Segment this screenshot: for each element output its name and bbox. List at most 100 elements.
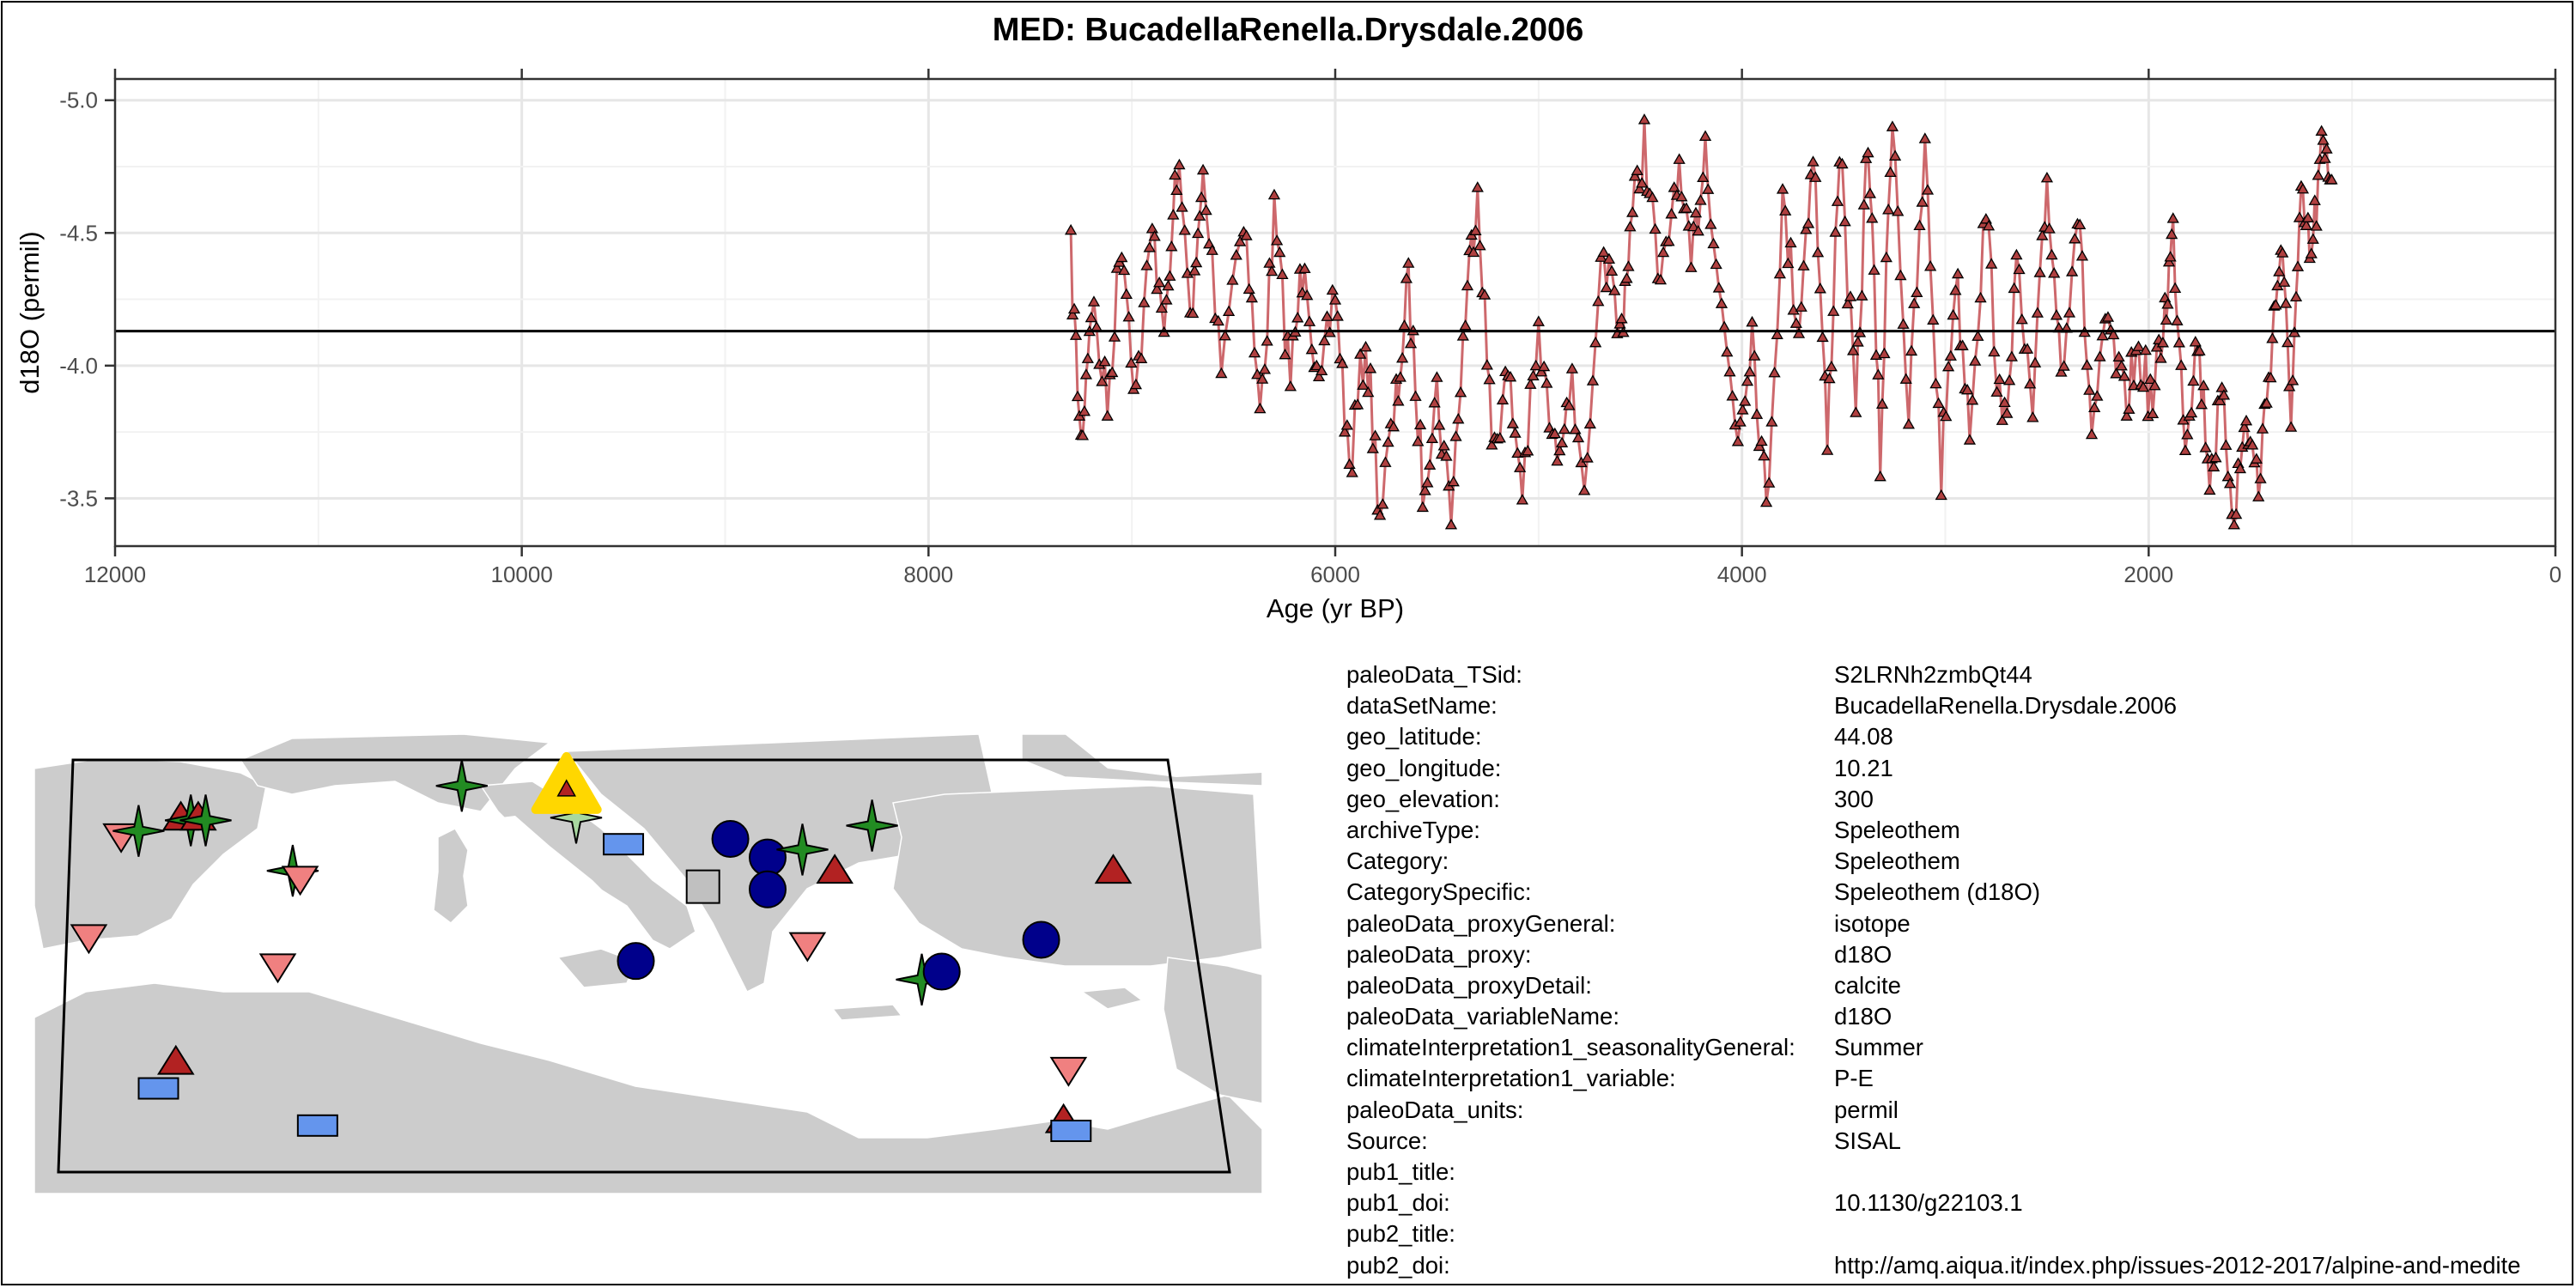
- data-point: [1188, 264, 1201, 276]
- data-point: [1151, 283, 1163, 295]
- data-point: [1969, 355, 1982, 366]
- site-map: [34, 734, 1263, 1194]
- data-point: [1856, 289, 1868, 301]
- data-point: [1882, 204, 1895, 215]
- data-point: [1248, 346, 1261, 358]
- data-point: [1654, 273, 1668, 285]
- data-point: [1872, 368, 1885, 380]
- data-point: [1633, 182, 1646, 194]
- data-point: [1284, 380, 1297, 392]
- data-point: [1821, 444, 1834, 455]
- data-point: [1956, 339, 1969, 350]
- data-point: [1869, 349, 1883, 360]
- data-point: [1071, 390, 1084, 402]
- metadata-row: dataSetName: BucadellaRenella.Drysdale.20…: [1346, 690, 2576, 721]
- data-point: [1825, 360, 1838, 372]
- data-point: [1254, 402, 1267, 414]
- data-point: [1748, 349, 1761, 361]
- metadata-key: paleoData_variableName:: [1346, 1003, 1619, 1030]
- data-point: [2276, 246, 2289, 258]
- data-point: [1511, 447, 1524, 459]
- data-point: [1731, 435, 1745, 447]
- data-point: [1404, 337, 1418, 349]
- data-point: [1258, 363, 1272, 374]
- data-point: [2036, 229, 2049, 240]
- data-point: [1402, 257, 1415, 268]
- data-point: [1886, 120, 1899, 131]
- data-point: [1721, 345, 1734, 357]
- data-point: [1266, 264, 1279, 276]
- data-point: [1215, 367, 1228, 379]
- metadata-row: geo_latitude: 44.08: [1346, 721, 2576, 752]
- metadata-value: calcite: [1834, 971, 1901, 999]
- data-point: [2306, 233, 2319, 244]
- data-point: [1801, 217, 1815, 228]
- data-point: [1941, 360, 1955, 372]
- data-point: [1850, 406, 1862, 417]
- data-point: [1366, 442, 1379, 453]
- metadata-row: archiveType: Speleothem: [1346, 815, 2576, 846]
- data-point: [1605, 264, 1619, 276]
- data-point: [1452, 412, 1465, 424]
- data-point: [2195, 398, 2208, 410]
- data-point: [1421, 477, 1434, 488]
- data-point: [1279, 348, 1291, 360]
- data-point: [1178, 224, 1191, 235]
- data-point: [1416, 501, 1429, 513]
- data-point: [1160, 294, 1173, 305]
- data-point: [2063, 307, 2076, 318]
- metadata-table: paleoData_TSid: S2LRNh2zmbQt44 dataSetName…: [1346, 659, 2576, 1281]
- data-point: [2260, 397, 2273, 408]
- data-point: [1615, 313, 1628, 324]
- axes: 12000 10000 8000 6000 4000 2000 0 -5.0 -4.5 -4.0 -…: [59, 69, 2561, 587]
- data-point: [1553, 444, 1566, 456]
- data-point: [2057, 360, 2070, 371]
- data-point: [1101, 410, 1114, 421]
- data-point: [1478, 289, 1492, 300]
- data-point: [1176, 201, 1188, 212]
- data-point: [1173, 158, 1186, 170]
- data-point: [1212, 314, 1224, 326]
- data-point: [1192, 227, 1205, 239]
- data-point: [1743, 365, 1756, 377]
- data-point: [1338, 426, 1352, 437]
- data-point: [1811, 246, 1825, 258]
- data-point: [1558, 422, 1571, 434]
- data-point: [1851, 336, 1864, 347]
- data-point: [1894, 269, 1907, 281]
- data-point: [2305, 247, 2318, 258]
- data-point: [2043, 222, 2056, 234]
- data-point: [1069, 329, 1083, 340]
- data-point: [2132, 340, 2145, 351]
- data-point: [1918, 132, 1931, 143]
- data-point: [1592, 295, 1605, 307]
- data-point: [2085, 428, 2099, 440]
- data-point: [1165, 240, 1178, 252]
- data-point: [2325, 173, 2338, 185]
- metadata-key: pub1_title:: [1346, 1158, 1455, 1185]
- y-tick-label: -4.0: [59, 353, 98, 379]
- metadata-value: 10.21: [1834, 754, 1893, 781]
- data-point: [1346, 466, 1358, 477]
- data-point: [1369, 429, 1382, 440]
- data-point: [1194, 191, 1208, 203]
- data-point: [1098, 355, 1111, 367]
- data-point: [2033, 266, 2046, 277]
- region-boundary: [57, 758, 1231, 1174]
- site-marker-circle: [749, 870, 787, 908]
- data-point: [2230, 507, 2243, 519]
- metadata-key: paleoData_proxyGeneral:: [1346, 909, 1616, 937]
- data-point: [1589, 336, 1602, 348]
- data-point: [1563, 399, 1576, 410]
- data-point: [2166, 228, 2178, 240]
- data-point: [1626, 206, 1639, 217]
- metadata-key: pub1_doi:: [1346, 1189, 1450, 1217]
- data-point: [1993, 373, 2006, 385]
- site-marker-star: [776, 823, 829, 876]
- data-point: [1707, 237, 1720, 249]
- data-point: [1167, 209, 1180, 220]
- data-point: [1924, 260, 1937, 271]
- metadata-row: climateInterpretation1_seasonalityGenera…: [1346, 1032, 2576, 1063]
- data-point: [1694, 194, 1707, 205]
- data-point: [1359, 340, 1372, 352]
